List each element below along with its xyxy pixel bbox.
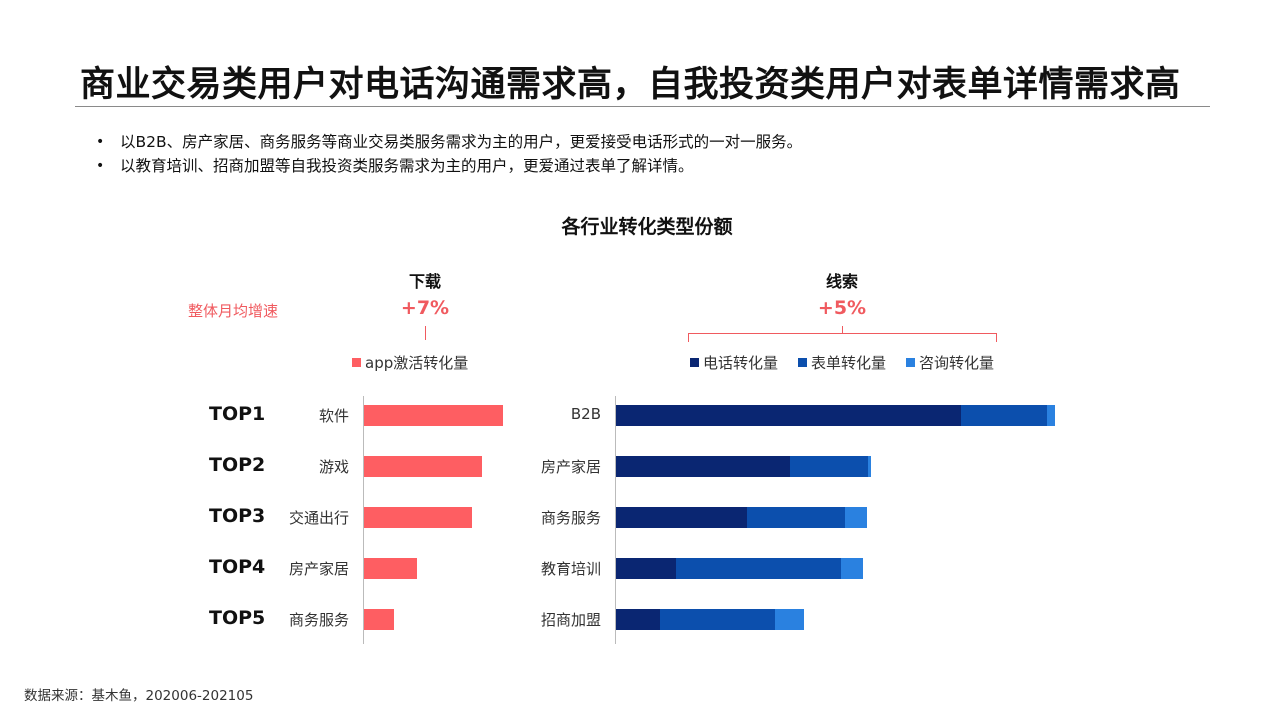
bar-form-2 bbox=[790, 456, 868, 477]
category-label: 软件 bbox=[318, 407, 349, 425]
category-label: 商务服务 bbox=[540, 509, 601, 527]
bar-form-3 bbox=[747, 507, 845, 528]
group-label-download: 下载 bbox=[408, 272, 441, 291]
rank-label: TOP4 bbox=[209, 556, 266, 578]
growth-bracket-leads-left bbox=[688, 333, 689, 342]
rank-label: TOP2 bbox=[209, 454, 266, 476]
legend-label: 表单转化量 bbox=[811, 354, 887, 372]
legend-label: 咨询转化量 bbox=[919, 354, 995, 372]
growth-bracket-leads bbox=[688, 333, 997, 334]
category-label: B2B bbox=[570, 405, 601, 423]
legend-item: 咨询转化量 bbox=[906, 352, 994, 373]
growth-bracket-download bbox=[425, 326, 426, 340]
category-label: 房产家居 bbox=[540, 458, 601, 476]
bar-consult-1 bbox=[1047, 405, 1055, 426]
bar-download-5 bbox=[364, 609, 394, 630]
rank-label: TOP5 bbox=[209, 607, 266, 629]
legend-item: 表单转化量 bbox=[798, 352, 886, 373]
axis-leads bbox=[615, 396, 616, 644]
growth-bracket-leads-right bbox=[996, 333, 997, 342]
legend-leads: 电话转化量 表单转化量 咨询转化量 bbox=[690, 352, 994, 373]
source-note: 数据来源：基木鱼，202006-202105 bbox=[24, 688, 254, 704]
bar-form-5 bbox=[660, 609, 775, 630]
bar-consult-5 bbox=[775, 609, 804, 630]
bar-consult-2 bbox=[868, 456, 871, 477]
legend-item: 电话转化量 bbox=[690, 352, 778, 373]
chart-title: 各行业转化类型份额 bbox=[561, 216, 733, 238]
legend-swatch bbox=[690, 358, 699, 367]
bar-download-1 bbox=[364, 405, 503, 426]
bar-download-4 bbox=[364, 558, 417, 579]
bar-phone-4 bbox=[616, 558, 676, 579]
title-divider bbox=[75, 106, 1210, 107]
bar-consult-3 bbox=[845, 507, 867, 528]
bullet-list: • 以B2B、房产家居、商务服务等商业交易类服务需求为主的用户，更爱接受电话形式… bbox=[96, 130, 802, 178]
bar-phone-2 bbox=[616, 456, 790, 477]
legend-swatch bbox=[352, 358, 361, 367]
category-label: 招商加盟 bbox=[540, 611, 601, 629]
bullet-dot: • bbox=[96, 158, 105, 174]
bar-form-4 bbox=[676, 558, 841, 579]
growth-label: 整体月均增速 bbox=[188, 302, 279, 320]
bullet-text: 以教育培训、招商加盟等自我投资类服务需求为主的用户，更爱通过表单了解详情。 bbox=[120, 157, 694, 175]
category-label: 商务服务 bbox=[288, 611, 349, 629]
category-label: 教育培训 bbox=[540, 560, 601, 578]
bar-phone-3 bbox=[616, 507, 747, 528]
legend-label: 电话转化量 bbox=[703, 354, 779, 372]
bar-consult-4 bbox=[841, 558, 863, 579]
bullet-item: • 以B2B、房产家居、商务服务等商业交易类服务需求为主的用户，更爱接受电话形式… bbox=[96, 130, 802, 154]
legend-item: app激活转化量 bbox=[352, 352, 468, 373]
page-title: 商业交易类用户对电话沟通需求高，自我投资类用户对表单详情需求高 bbox=[80, 65, 1181, 105]
category-label: 房产家居 bbox=[288, 560, 349, 578]
legend-swatch bbox=[906, 358, 916, 367]
growth-bracket-leads-mid bbox=[842, 326, 843, 333]
category-label: 游戏 bbox=[318, 458, 349, 476]
rank-label: TOP1 bbox=[209, 403, 266, 425]
bullet-item: • 以教育培训、招商加盟等自我投资类服务需求为主的用户，更爱通过表单了解详情。 bbox=[96, 154, 802, 178]
bullet-dot: • bbox=[96, 134, 105, 150]
bar-form-1 bbox=[961, 405, 1047, 426]
bar-phone-5 bbox=[616, 609, 660, 630]
bar-download-2 bbox=[364, 456, 482, 477]
legend-swatch bbox=[798, 358, 808, 367]
growth-value-download: +7% bbox=[400, 297, 450, 319]
growth-value-leads: +5% bbox=[817, 297, 867, 319]
bullet-text: 以B2B、房产家居、商务服务等商业交易类服务需求为主的用户，更爱接受电话形式的一… bbox=[120, 133, 803, 151]
axis-download bbox=[363, 396, 364, 644]
legend-label: app激活转化量 bbox=[365, 354, 469, 372]
group-label-leads: 线索 bbox=[825, 272, 858, 291]
bar-download-3 bbox=[364, 507, 472, 528]
rank-label: TOP3 bbox=[209, 505, 266, 527]
legend-download: app激活转化量 bbox=[352, 352, 468, 373]
category-label: 交通出行 bbox=[288, 509, 349, 527]
bar-phone-1 bbox=[616, 405, 961, 426]
